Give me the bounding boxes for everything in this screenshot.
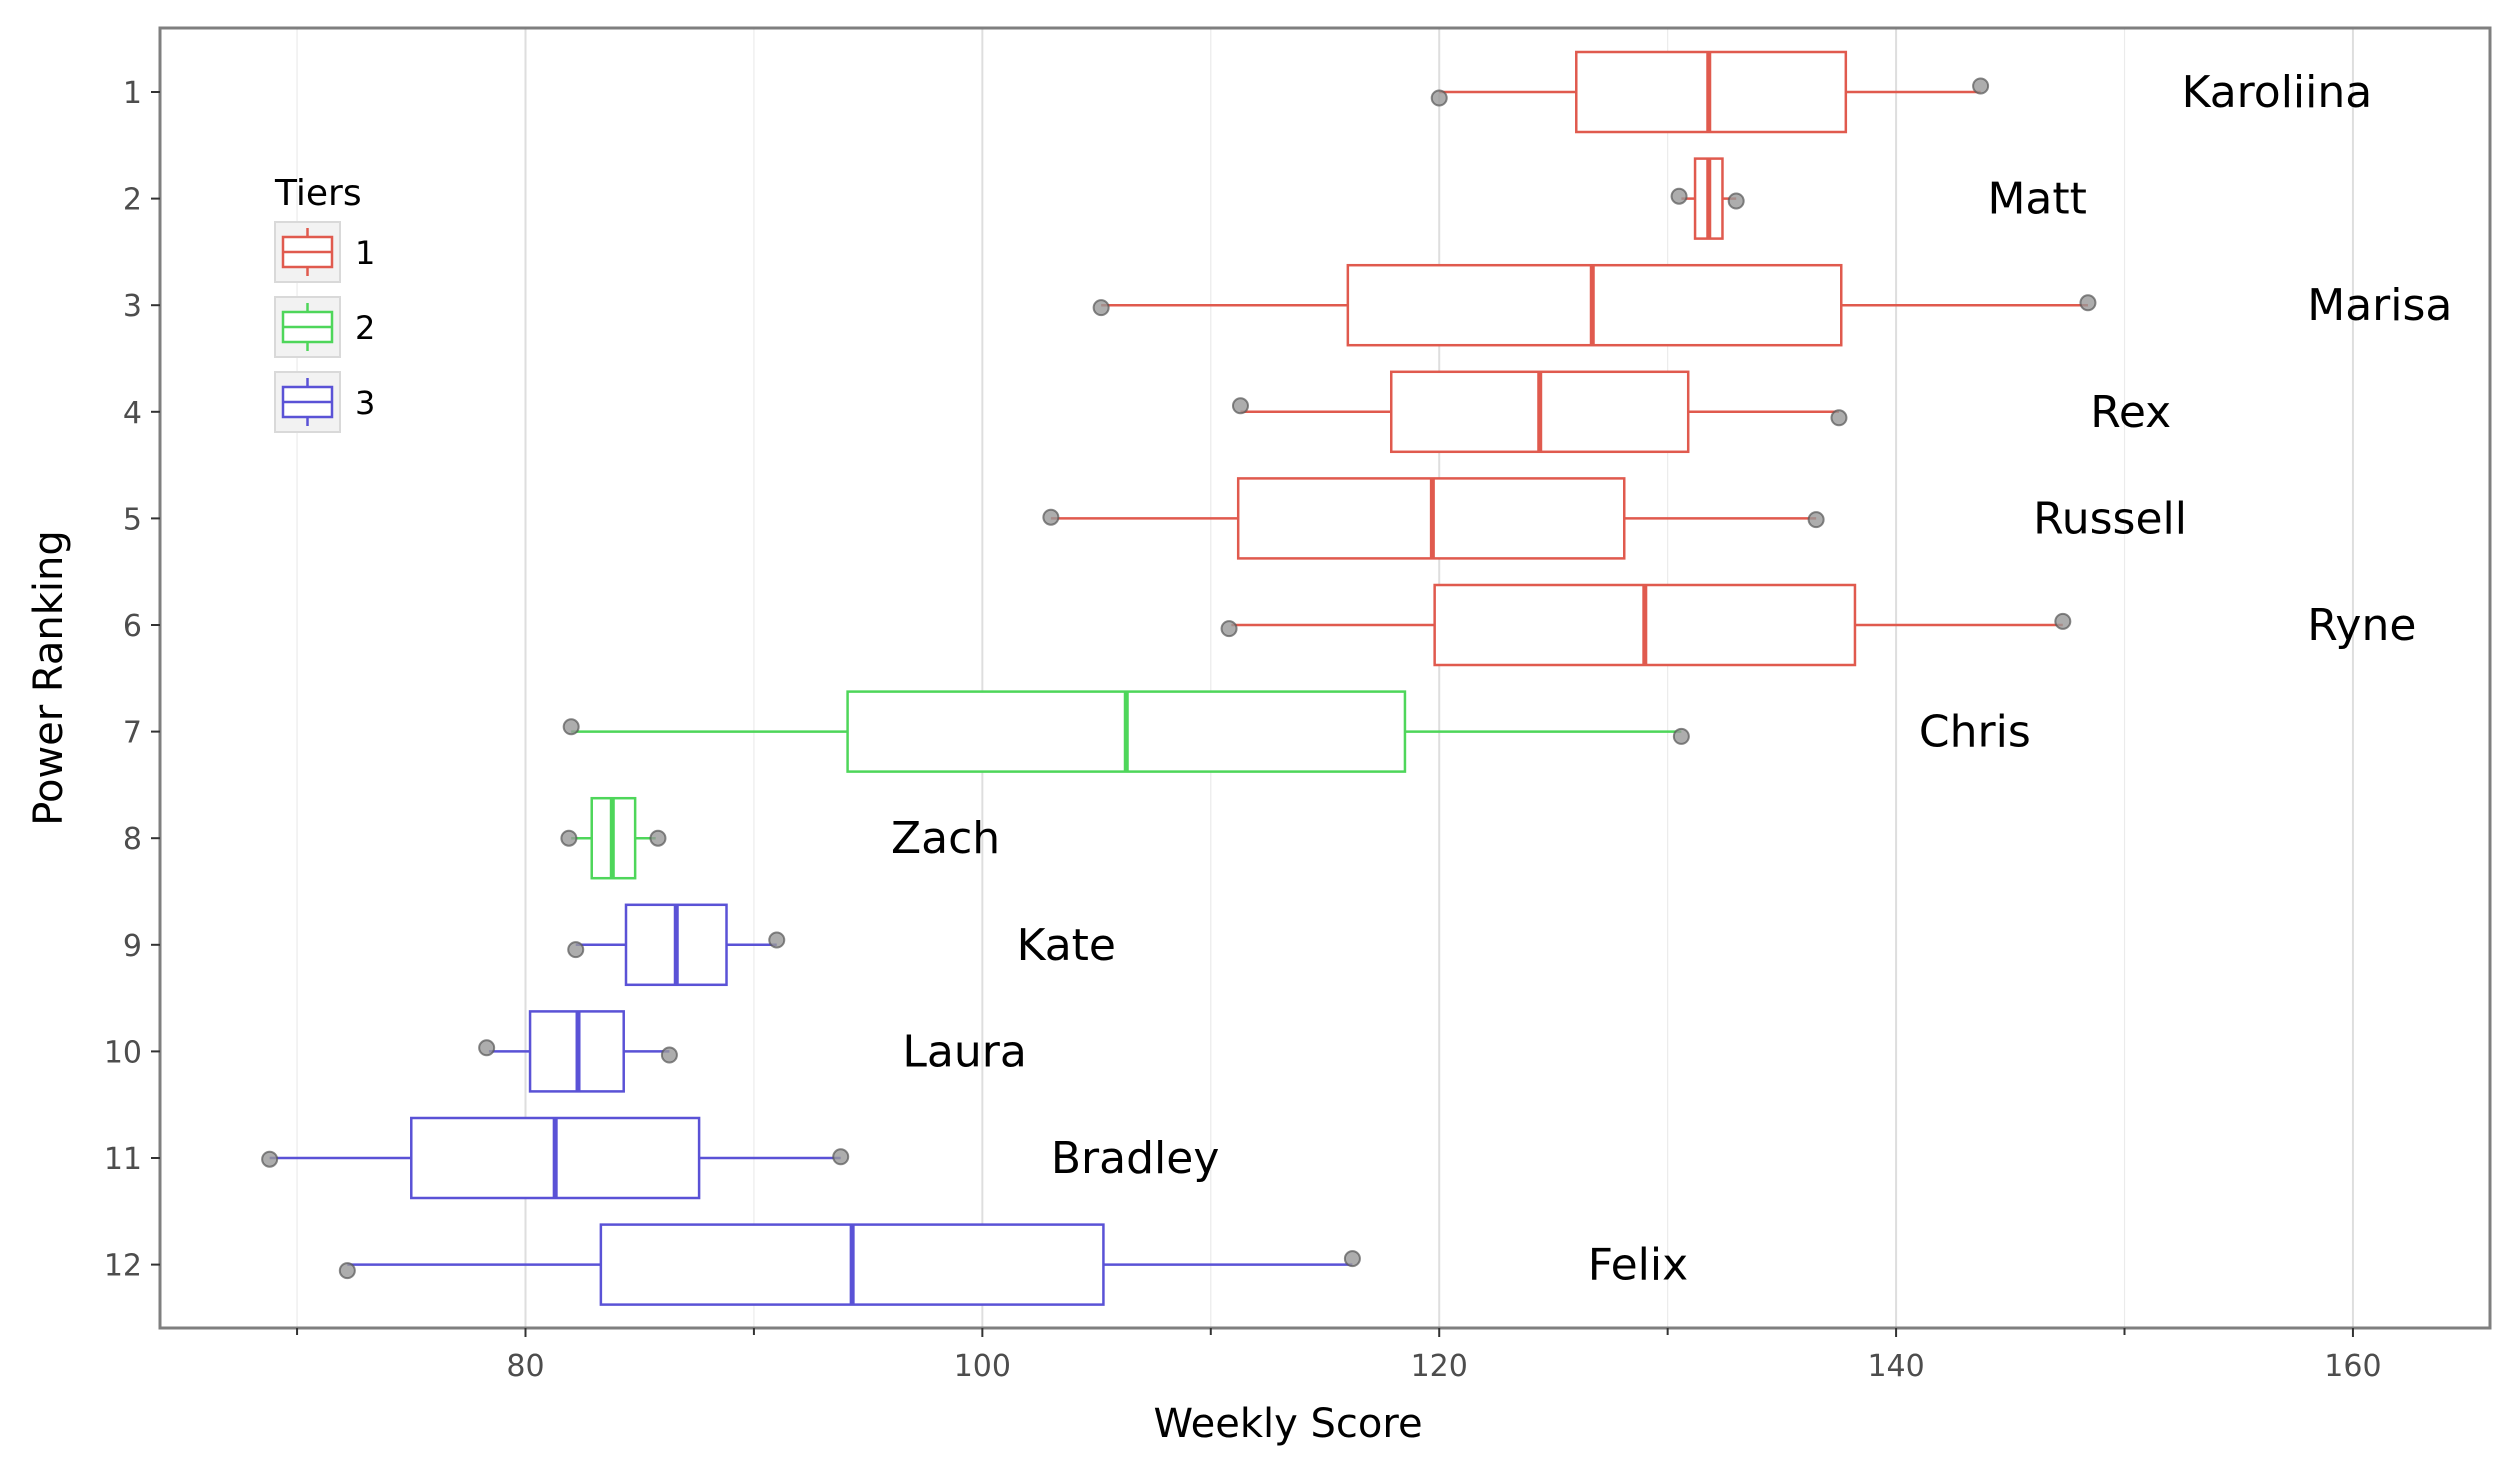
data-point xyxy=(1343,1250,1361,1268)
y-tick-label: 2 xyxy=(123,183,142,218)
x-tick-label: 100 xyxy=(954,1349,1011,1384)
player-label: Ryne xyxy=(2307,600,2416,651)
box-felix xyxy=(338,1223,1361,1306)
legend-entry-2: 2 xyxy=(274,296,375,358)
data-point xyxy=(567,941,585,959)
y-tick-label: 8 xyxy=(123,822,142,857)
data-point xyxy=(338,1262,356,1280)
data-point xyxy=(649,829,667,847)
box-zach xyxy=(560,796,667,880)
legend-label: 3 xyxy=(355,384,375,422)
y-tick-label: 12 xyxy=(104,1249,142,1284)
x-tick-label: 80 xyxy=(506,1349,544,1384)
box-ryne xyxy=(1220,583,2072,667)
x-axis-title: Weekly Score xyxy=(1153,1401,1422,1447)
player-label: Bradley xyxy=(1051,1133,1220,1184)
data-point xyxy=(261,1150,279,1168)
data-point xyxy=(1830,409,1848,427)
data-point xyxy=(560,829,578,847)
legend-label: 2 xyxy=(355,309,375,347)
y-tick-label: 11 xyxy=(104,1142,142,1177)
data-point xyxy=(1807,511,1825,529)
box-bradley xyxy=(261,1116,850,1200)
player-label: Zach xyxy=(891,813,1000,864)
data-point xyxy=(1727,192,1745,210)
box-matt xyxy=(1670,157,1745,240)
data-point xyxy=(768,931,786,949)
data-point xyxy=(1430,89,1448,107)
data-point xyxy=(1972,77,1990,95)
boxes xyxy=(261,50,2097,1306)
data-point xyxy=(660,1046,678,1064)
data-point xyxy=(562,718,580,736)
player-label: Rex xyxy=(2090,387,2171,438)
legend-title: Tiers xyxy=(274,173,362,214)
y-tick-label: 1 xyxy=(123,76,142,111)
y-tick-label: 6 xyxy=(123,609,142,644)
x-tick-label: 140 xyxy=(1867,1349,1924,1384)
player-labels: Karoliina Matt Marisa Rex Russell Ryne Chris Za… xyxy=(891,67,2452,1291)
y-axis-title: Power Ranking xyxy=(26,530,72,825)
player-label: Felix xyxy=(1588,1240,1688,1291)
player-label: Russell xyxy=(2033,493,2187,544)
box-chris xyxy=(562,690,1690,773)
y-tick-label: 9 xyxy=(123,929,142,964)
player-label: Laura xyxy=(902,1026,1026,1077)
data-point xyxy=(478,1039,496,1057)
y-tick-label: 10 xyxy=(104,1035,142,1070)
box-laura xyxy=(478,1010,678,1093)
plot-panel xyxy=(160,28,2490,1328)
data-point xyxy=(1092,299,1110,317)
box-russell xyxy=(1042,477,1825,560)
data-point xyxy=(1670,187,1688,205)
data-point xyxy=(1672,727,1690,745)
player-label: Matt xyxy=(1987,174,2086,225)
data-point xyxy=(1220,620,1238,638)
data-point xyxy=(832,1148,850,1166)
legend-entry-1: 1 xyxy=(274,221,375,283)
player-label: Chris xyxy=(1919,707,2031,758)
y-tick-label: 7 xyxy=(123,716,142,751)
y-tick-label: 4 xyxy=(123,396,142,431)
legend-entry-3: 3 xyxy=(274,371,375,433)
box-karoliina xyxy=(1430,50,1990,134)
data-point xyxy=(1231,397,1249,415)
player-label: Kate xyxy=(1017,920,1116,971)
plot-border xyxy=(158,26,2492,1330)
player-label: Karoliina xyxy=(2182,67,2373,118)
data-point xyxy=(2054,612,2072,630)
legend-label: 1 xyxy=(355,234,375,272)
grid-lines xyxy=(296,28,2354,1328)
player-label: Marisa xyxy=(2307,280,2452,331)
box-kate xyxy=(567,903,786,987)
x-tick-label: 160 xyxy=(2324,1349,2381,1384)
y-tick-label: 3 xyxy=(123,289,142,324)
data-point xyxy=(2079,294,2097,312)
box-marisa xyxy=(1092,263,2097,347)
legend: Tiers 1 2 3 xyxy=(274,173,375,433)
data-point xyxy=(1042,508,1060,526)
box-rex xyxy=(1231,370,1848,454)
x-tick-label: 120 xyxy=(1411,1349,1468,1384)
y-tick-label: 5 xyxy=(123,502,142,537)
